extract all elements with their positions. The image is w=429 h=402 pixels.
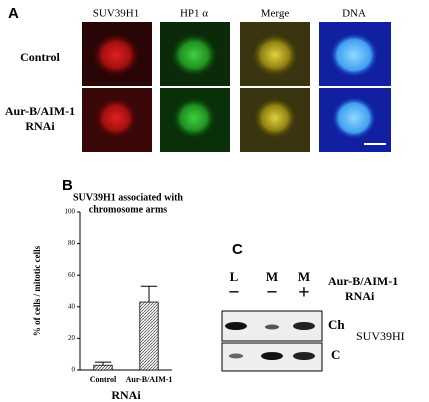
band — [225, 322, 247, 330]
y-tick-label: 80 — [68, 239, 76, 247]
row-label: Control — [20, 50, 60, 64]
panel-label: A — [8, 5, 19, 22]
cell — [172, 97, 216, 139]
cell — [251, 33, 299, 77]
column-header: HP1 α — [180, 8, 208, 20]
micrographs — [82, 22, 391, 152]
x-tick-label: Control — [90, 375, 117, 384]
row-label: RNAi — [25, 119, 55, 133]
y-tick-label: 20 — [68, 334, 76, 342]
y-tick-label: 40 — [68, 302, 76, 310]
bar — [139, 301, 159, 371]
treatment-sign: − — [266, 282, 277, 304]
treatment-sign: + — [298, 282, 309, 304]
cell — [170, 33, 218, 77]
chart-title: SUV39H1 associated with — [73, 192, 183, 203]
protein-label: SUV39HI — [356, 329, 405, 343]
band — [229, 353, 243, 359]
blot — [221, 310, 323, 372]
treatment-sign: − — [228, 282, 239, 304]
lane-label: L — [230, 269, 239, 284]
y-axis-label: % of cells / mitotic cells — [32, 245, 42, 336]
x-axis-label: RNAi — [111, 388, 141, 402]
cell — [332, 97, 376, 139]
band — [261, 352, 283, 360]
lane-label: M — [266, 269, 278, 284]
error-bar — [94, 361, 112, 366]
lane-label: M — [298, 269, 310, 284]
treatment-label: RNAi — [345, 289, 375, 303]
band — [293, 322, 315, 330]
y-tick-label: 100 — [65, 208, 76, 216]
cell — [94, 97, 138, 139]
fraction-label: Ch — [328, 317, 345, 332]
fraction-label: C — [331, 347, 340, 362]
error-bar — [140, 285, 158, 303]
band — [265, 324, 279, 330]
column-header: SUV39H1 — [93, 8, 139, 20]
column-header: Merge — [261, 8, 290, 20]
cell — [92, 33, 140, 77]
treatment-label: Aur-B/AIM-1 — [328, 274, 398, 288]
cell — [330, 33, 378, 77]
panel-label: C — [232, 241, 243, 258]
chart-title: chromosome arms — [89, 204, 168, 215]
y-tick-label: 0 — [72, 366, 76, 374]
row-label: Aur-B/AIM-1 — [5, 104, 75, 118]
panel-label: B — [62, 177, 73, 194]
y-tick-label: 60 — [68, 271, 76, 279]
column-header: DNA — [342, 8, 366, 20]
bar — [93, 364, 113, 371]
cell — [253, 97, 297, 139]
x-tick-label: Aur-B/AIM-1 — [126, 375, 173, 384]
band — [293, 352, 315, 360]
